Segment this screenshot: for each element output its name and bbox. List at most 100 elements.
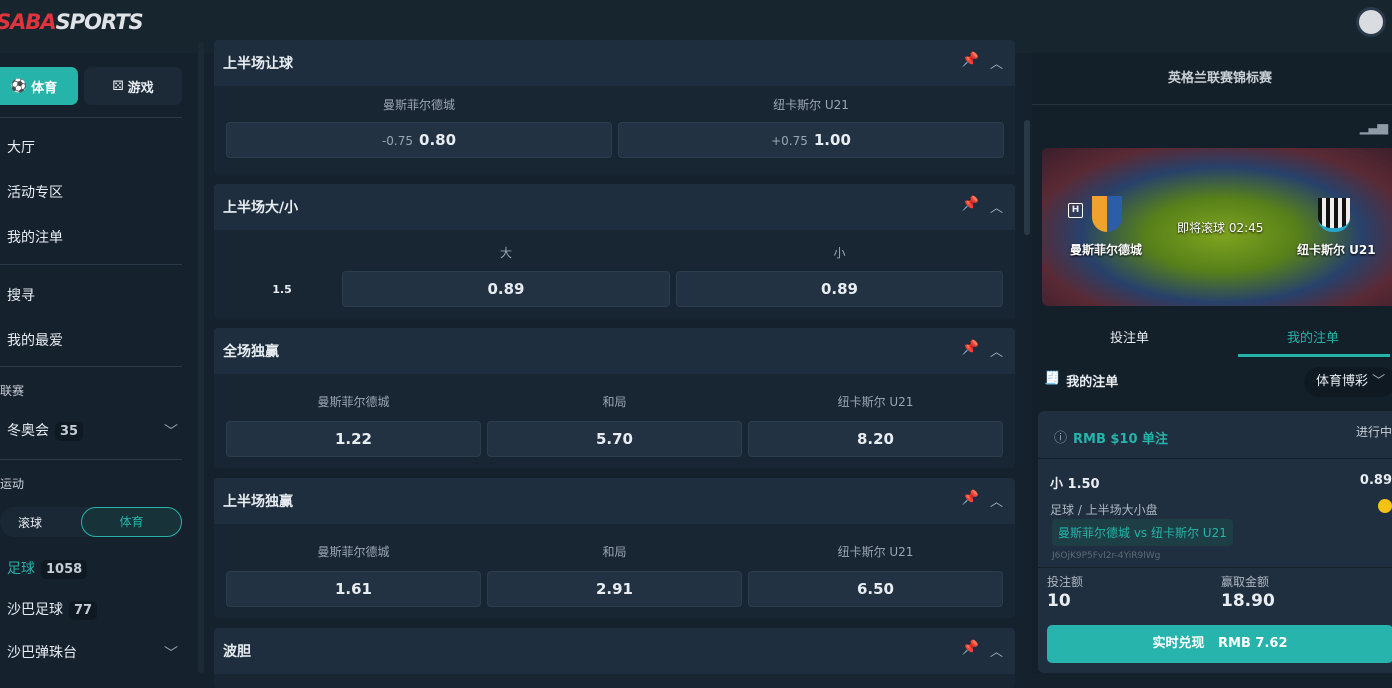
bet-event: 曼斯菲尔德城 vs 纽卡斯尔 U21 [1052, 519, 1233, 546]
count-badge: 35 [55, 422, 84, 441]
sidebar-item-my-bets[interactable]: 我的注单 [7, 230, 63, 246]
column-label: 纽卡斯尔 U21 [773, 98, 849, 112]
sidebar-scrollbar[interactable] [198, 42, 204, 673]
odds-button[interactable]: 5.70 [487, 421, 742, 457]
chevron-down-icon[interactable]: ﹀ [164, 424, 178, 440]
column-label: 和局 [602, 395, 627, 409]
leagues-title: 联赛 [0, 384, 25, 398]
away-team-name: 纽卡斯尔 U21 [1297, 243, 1376, 257]
info-icon[interactable]: ⓘ [1054, 431, 1068, 446]
tab-sports[interactable]: ⚽ 体育 [0, 67, 78, 105]
match-banner: H 曼斯菲尔德城 即将滚球 02:45 纽卡斯尔 U21 [1042, 148, 1392, 306]
active-tab-indicator [1238, 354, 1390, 357]
market-card: 上半场独赢 📌 ︿ 曼斯菲尔德城 和局 纽卡斯尔 U21 1.61 2.91 6.5… [214, 478, 1015, 618]
away-team-crest-icon [1318, 198, 1350, 232]
odds-button[interactable]: 6.50 [748, 571, 1003, 607]
odds-button[interactable]: 0.89 [676, 271, 1003, 307]
win-value: 18.90 [1221, 591, 1275, 611]
odds-button[interactable]: 1.61 [226, 571, 481, 607]
market-card: 全场独赢 📌 ︿ 曼斯菲尔德城 和局 纽卡斯尔 U21 1.22 5.70 8.20 [214, 328, 1015, 468]
sports-title: 运动 [0, 477, 25, 491]
sidebar-item-search[interactable]: 搜寻 [7, 288, 35, 304]
column-label: 曼斯菲尔德城 [382, 98, 455, 112]
column-label: 曼斯菲尔德城 [317, 395, 390, 409]
column-label: 小 [833, 246, 846, 260]
bet-ref: J6OjK9P5Fvl2r-4YiR9lWg [1052, 551, 1161, 561]
sidebar-item-lobby[interactable]: 大厅 [7, 140, 35, 156]
sidebar-sport-saba-football[interactable]: 沙巴足球 77 [7, 599, 98, 620]
pin-icon[interactable]: 📌 [961, 340, 979, 356]
market-header[interactable]: 上半场独赢 📌 ︿ [214, 478, 1015, 524]
pin-icon[interactable]: 📌 [961, 640, 979, 656]
divider [1038, 567, 1392, 568]
sidebar: ⚽ 体育 ⚄ 游戏 大厅 活动专区 我的注单 搜寻 我的最爱 联赛 冬奥会 35 ﹀ … [0, 53, 196, 673]
sidebar-sport-saba-pinball[interactable]: 沙巴弹珠台 [7, 645, 77, 661]
chevron-up-icon[interactable]: ︿ [989, 495, 1003, 510]
cashout-button[interactable]: 实时兑现 RMB 7.62 [1047, 625, 1392, 663]
column-label: 和局 [602, 545, 627, 559]
tab-games[interactable]: ⚄ 游戏 [84, 67, 182, 105]
match-status: 即将滚球 02:45 [1177, 221, 1264, 235]
bet-market: 足球 / 上半场大小盘 [1050, 503, 1158, 517]
segment-live[interactable]: 滚球 [18, 516, 43, 530]
sidebar-item-favorites[interactable]: 我的最爱 [7, 333, 63, 349]
divider [0, 366, 182, 367]
bet-status: 进行中 [1355, 425, 1392, 439]
segment-sports[interactable]: 体育 [81, 507, 182, 537]
receipt-icon: 🧾 [1044, 371, 1061, 386]
market-header[interactable]: 波胆 📌 ︿ [214, 628, 1015, 674]
count-badge: 1058 [41, 560, 88, 579]
sidebar-item-promotions[interactable]: 活动专区 [7, 185, 63, 201]
column-label: 大 [499, 246, 512, 260]
market-card: 上半场让球 📌 ︿ 曼斯菲尔德城 纽卡斯尔 U21 -0.75 0.80 +0.75 1… [214, 40, 1015, 175]
tab-my-bets[interactable]: 我的注单 [1287, 331, 1340, 346]
avatar[interactable] [1356, 7, 1386, 37]
bet-header: RMB $10 单注 [1073, 432, 1169, 447]
league-title: 英格兰联赛锦标赛 [1032, 53, 1392, 105]
chevron-down-icon: ﹀ [1372, 374, 1386, 389]
stake-label: 投注额 [1047, 575, 1084, 589]
market-header[interactable]: 全场独赢 📌 ︿ [214, 328, 1015, 374]
odds-button[interactable]: -0.75 0.80 [226, 122, 612, 158]
market-card: 波胆 📌 ︿ [214, 628, 1015, 688]
markets-scrollbar[interactable] [1024, 120, 1030, 235]
bet-odds: 0.89 [1359, 473, 1392, 488]
odds-button[interactable]: 0.89 [342, 271, 670, 307]
right-panel: 英格兰联赛锦标赛 ▁▃▅ H 曼斯菲尔德城 即将滚球 02:45 纽卡斯尔 U2… [1032, 53, 1392, 673]
bet-selection: 小 1.50 [1050, 477, 1100, 492]
chevron-up-icon[interactable]: ︿ [989, 645, 1003, 660]
chevron-up-icon[interactable]: ︿ [989, 57, 1003, 72]
column-label: 曼斯菲尔德城 [317, 545, 390, 559]
line-value: 1.5 [272, 283, 292, 296]
sidebar-sport-football[interactable]: 足球 1058 [7, 558, 88, 579]
divider [0, 264, 182, 265]
odds-button[interactable]: 8.20 [748, 421, 1003, 457]
home-tag: H [1068, 203, 1083, 218]
chevron-down-icon[interactable]: ﹀ [164, 646, 178, 662]
stats-icon[interactable]: ▁▃▅ [1359, 119, 1388, 135]
pin-icon[interactable]: 📌 [961, 52, 979, 68]
column-label: 纽卡斯尔 U21 [837, 545, 914, 559]
count-badge: 77 [69, 601, 98, 620]
home-team-crest-icon [1092, 196, 1122, 232]
odds-button[interactable]: +0.75 1.00 [618, 122, 1004, 158]
tab-betslip[interactable]: 投注单 [1110, 331, 1150, 346]
bet-type-select[interactable]: 体育博彩 ﹀ [1304, 367, 1392, 397]
market-card: 上半场大/小 📌 ︿ 大 小 1.5 0.89 0.89 [214, 184, 1015, 319]
sidebar-league-item[interactable]: 冬奥会 35 [7, 420, 84, 441]
pin-icon[interactable]: 📌 [961, 196, 979, 212]
win-label: 赢取金额 [1221, 575, 1270, 589]
saba-sports-logo[interactable]: SABASPORTS [0, 10, 144, 34]
market-header[interactable]: 上半场大/小 📌 ︿ [214, 184, 1015, 230]
coin-icon [1378, 499, 1392, 513]
chevron-up-icon[interactable]: ︿ [989, 345, 1003, 360]
bet-card: ⓘ RMB $10 单注 进行中 小 1.50 0.89 足球 / 上半场大小盘… [1038, 411, 1392, 673]
my-bets-heading: 🧾 我的注单 [1044, 371, 1119, 390]
market-header[interactable]: 上半场让球 📌 ︿ [214, 40, 1015, 86]
stake-value: 10 [1047, 591, 1071, 611]
odds-button[interactable]: 1.22 [226, 421, 481, 457]
odds-button[interactable]: 2.91 [487, 571, 742, 607]
soccer-ball-icon: ⚽ [10, 78, 28, 94]
chevron-up-icon[interactable]: ︿ [989, 201, 1003, 216]
pin-icon[interactable]: 📌 [961, 490, 979, 506]
